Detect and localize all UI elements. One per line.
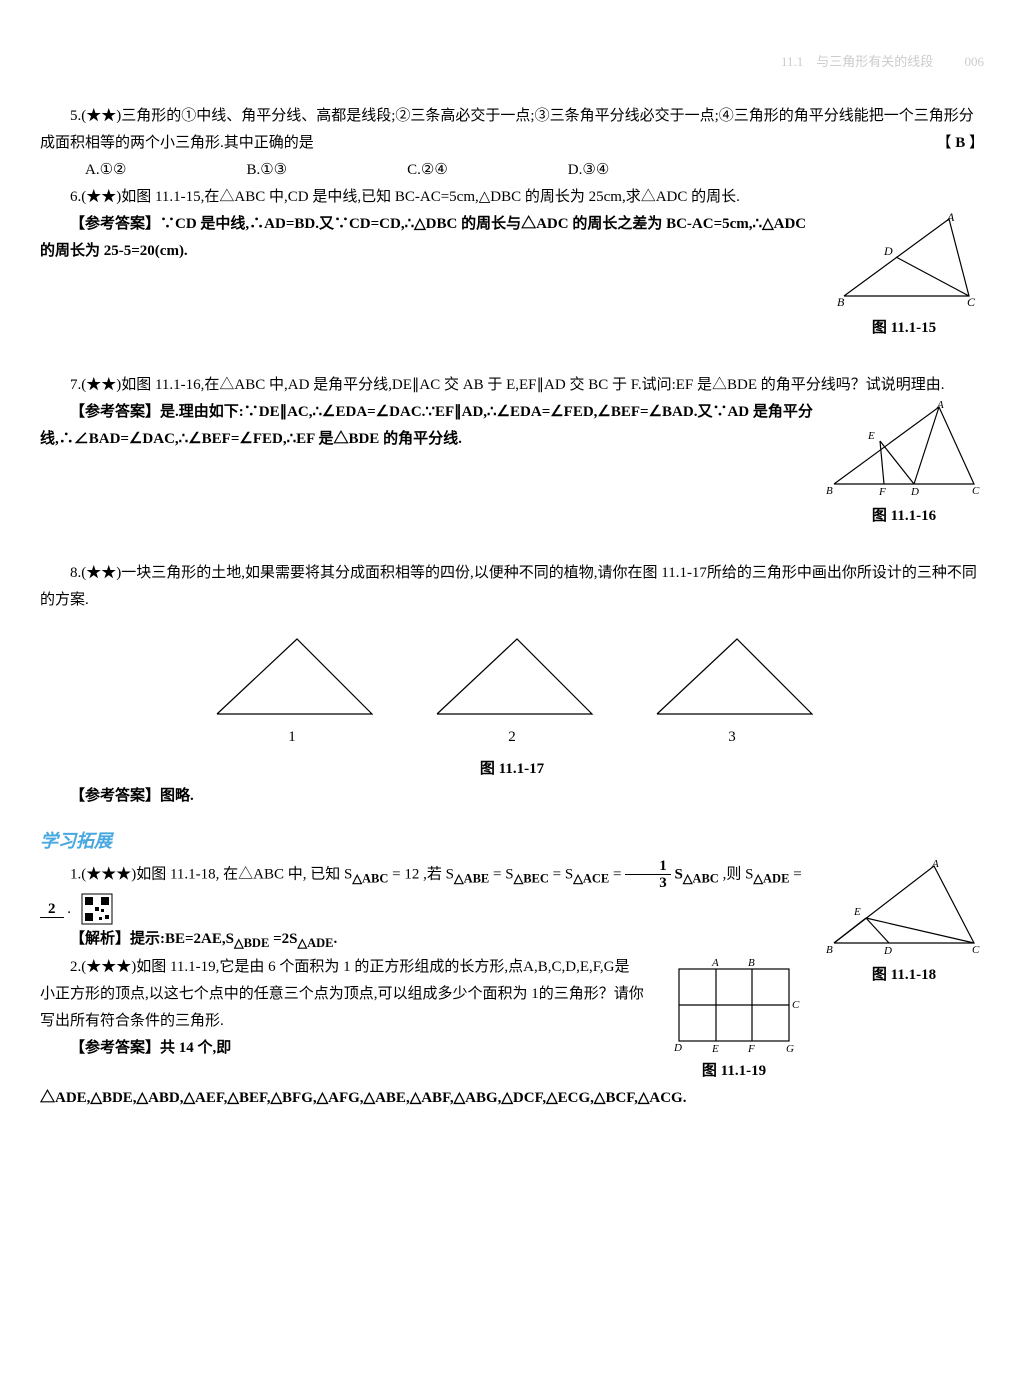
svg-text:G: G: [786, 1043, 794, 1054]
question-5: 5.(★★)三角形的①中线、角平分线、高都是线段;②三条高必交于一点;③三条角平…: [40, 103, 984, 184]
svg-text:D: D: [883, 945, 892, 957]
svg-text:B: B: [748, 957, 755, 969]
svg-text:C: C: [967, 295, 976, 309]
extension-title: 学习拓展: [40, 825, 984, 857]
fig-caption-16: 图 11.1-16: [824, 503, 984, 530]
tri-num-3: 3: [642, 724, 822, 751]
q7-text: 7.(★★)如图 11.1-16,在△ABC 中,AD 是角平分线,DE∥AC …: [70, 377, 945, 393]
svg-text:E: E: [867, 430, 875, 442]
q5-choice-b: B.①③: [246, 157, 287, 184]
page-number: 006: [965, 54, 985, 69]
q8-answer: 【参考答案】图略.: [40, 783, 984, 810]
fig-caption-18: 图 11.1-18: [824, 962, 984, 989]
svg-text:B: B: [826, 944, 833, 956]
ext1-hint: 【解析】提示:BE=2AE,S: [70, 931, 234, 947]
figure-11-1-15: A B C D 图 11.1-15: [824, 211, 984, 342]
question-8: 8.(★★)一块三角形的土地,如果需要将其分成面积相等的四份,以便种不同的植物,…: [40, 560, 984, 810]
svg-text:F: F: [747, 1043, 755, 1054]
q5-text: 5.(★★)三角形的①中线、角平分线、高都是线段;②三条高必交于一点;③三条角平…: [40, 108, 974, 151]
q6-text: 6.(★★)如图 11.1-15,在△ABC 中,CD 是中线,已知 BC-AC…: [70, 189, 740, 205]
ext2-text: 2.(★★★)如图 11.1-19,它是由 6 个面积为 1 的正方形组成的长方…: [40, 959, 644, 1029]
fig-caption-15: 图 11.1-15: [824, 315, 984, 342]
svg-text:B: B: [826, 485, 833, 497]
qr-icon: [81, 893, 113, 925]
figure-11-1-17: 1 2 3: [40, 629, 984, 751]
svg-text:A: A: [931, 858, 939, 870]
ext2-answer: 【参考答案】共 14 个,即△ADE,△BDE,△ABD,△AEF,△BEF,△…: [40, 1035, 984, 1112]
ext1-blank: 2: [40, 901, 64, 918]
figure-11-1-19: A B C D E F G 图 11.1-19: [654, 954, 814, 1085]
svg-text:E: E: [711, 1043, 719, 1054]
svg-text:C: C: [972, 944, 980, 956]
q8-text: 8.(★★)一块三角形的土地,如果需要将其分成面积相等的四份,以便种不同的植物,…: [40, 565, 977, 608]
page-header: 11.1 与三角形有关的线段 006: [40, 50, 984, 73]
q5-choice-a: A.①②: [85, 157, 126, 184]
ext1-pre: 1.(★★★)如图 11.1-18, 在△ABC 中, 已知 S: [70, 866, 352, 882]
q5-choice-d: D.③④: [568, 157, 609, 184]
tri-num-1: 1: [202, 724, 382, 751]
svg-text:D: D: [910, 486, 919, 498]
svg-text:A: A: [946, 211, 955, 224]
svg-text:F: F: [878, 486, 886, 498]
figure-11-1-18: A B C D E 图 11.1-18: [824, 858, 984, 989]
q5-answer: B: [955, 135, 965, 151]
figure-11-1-16: A B C D E F 图 11.1-16: [824, 399, 984, 530]
question-6: 6.(★★)如图 11.1-15,在△ABC 中,CD 是中线,已知 BC-AC…: [40, 184, 984, 372]
svg-text:D: D: [883, 244, 893, 258]
q5-choice-c: C.②④: [407, 157, 448, 184]
question-7: 7.(★★)如图 11.1-16,在△ABC 中,AD 是角平分线,DE∥AC …: [40, 372, 984, 560]
ext-question-1: A B C D E 图 11.1-18 1.(★★★)如图 11.1-18, 在…: [40, 858, 984, 954]
svg-text:C: C: [792, 999, 800, 1011]
svg-text:A: A: [711, 957, 719, 969]
chapter-label: 11.1 与三角形有关的线段: [781, 54, 933, 69]
fig-caption-17: 图 11.1-17: [40, 756, 984, 783]
svg-text:C: C: [972, 485, 980, 497]
fig-caption-19: 图 11.1-19: [654, 1058, 814, 1085]
svg-text:B: B: [837, 295, 845, 309]
svg-text:A: A: [936, 399, 944, 411]
tri-num-2: 2: [422, 724, 602, 751]
svg-text:D: D: [673, 1042, 682, 1054]
svg-text:E: E: [853, 906, 861, 918]
